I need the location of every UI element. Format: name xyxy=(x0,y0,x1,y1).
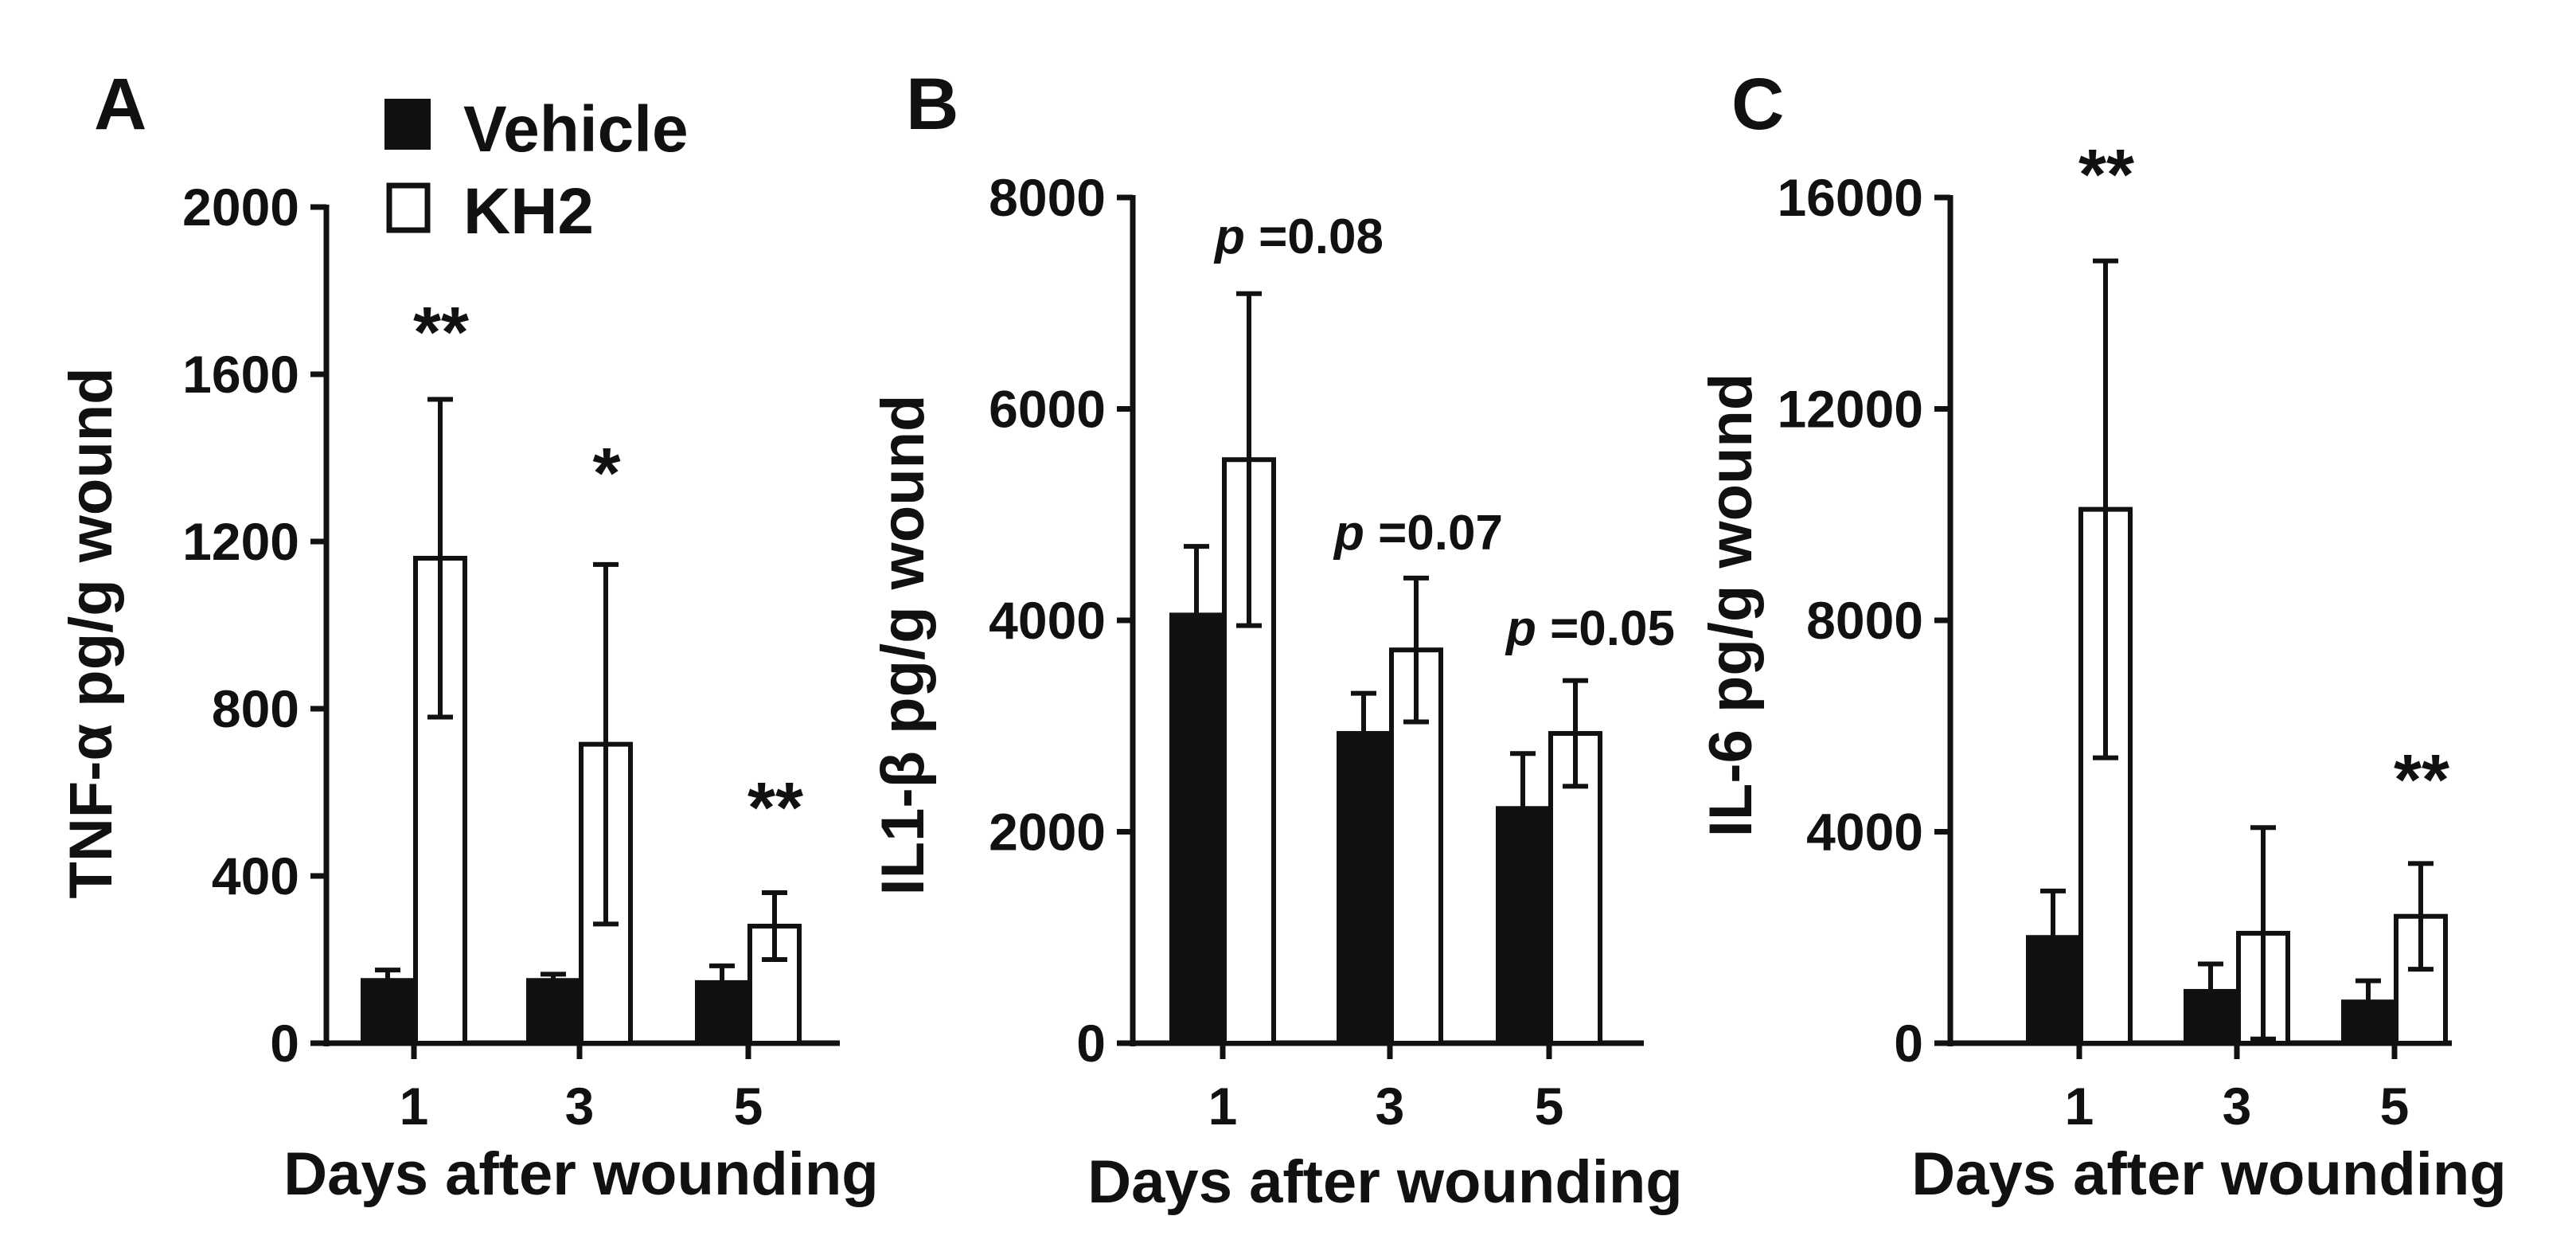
y-axis-label-b: IL1-β pg/g wound xyxy=(869,395,937,896)
panel-letter-c: C xyxy=(1731,64,1784,145)
significance-marker: ** xyxy=(747,768,803,848)
y-tick-label: 16000 xyxy=(1777,168,1923,227)
p-value-annotation: p =0.05 xyxy=(1505,601,1675,656)
significance-marker: ** xyxy=(2078,135,2134,215)
bar-vehicle-3 xyxy=(526,978,580,1046)
legend-swatch-kh2 xyxy=(386,182,431,233)
y-tick-label: 1600 xyxy=(182,345,299,404)
significance-marker: ** xyxy=(2394,741,2449,820)
y-tick-label: 4000 xyxy=(989,591,1106,650)
bar-vehicle-3 xyxy=(1337,731,1391,1046)
y-tick-label: 12000 xyxy=(1777,380,1923,439)
x-tick-label: 1 xyxy=(1208,1077,1238,1136)
x-tick-label: 3 xyxy=(2223,1077,2252,1136)
significance-marker: * xyxy=(592,434,620,514)
x-tick-label: 5 xyxy=(1535,1077,1564,1136)
plot-b: 0 2000 4000 6000 8000 1 3 5 p =0.08 p =0.07p =0.0… xyxy=(989,168,1675,1136)
panel-letter-a: A xyxy=(94,64,146,145)
y-tick-label: 8000 xyxy=(1806,591,1923,650)
x-tick-label: 1 xyxy=(400,1077,429,1136)
panel-b: B 0 2000 4000 6000 8000 1 3 5 p =0.08 p =0.07p =0… xyxy=(869,64,1683,1216)
legend-label-kh2: KH2 xyxy=(463,175,594,248)
y-tick-label: 4000 xyxy=(1806,803,1923,862)
legend-swatch-vehicle xyxy=(384,99,431,150)
y-tick-label: 2000 xyxy=(989,803,1106,862)
y-tick-label: 800 xyxy=(212,679,299,738)
p-value-annotation: p =0.08 xyxy=(1213,209,1384,264)
x-tick-label: 5 xyxy=(2380,1077,2410,1136)
y-tick-label: 8000 xyxy=(989,168,1106,227)
y-tick-label: 0 xyxy=(1894,1014,1923,1073)
x-axis-label-b: Days after wounding xyxy=(1087,1148,1682,1216)
legend-label-vehicle: Vehicle xyxy=(463,93,689,166)
bar-vehicle-5 xyxy=(695,979,749,1046)
x-tick-label: 5 xyxy=(734,1077,763,1136)
y-axis-label-c: IL-6 pg/g wound xyxy=(1697,373,1765,838)
legend: Vehicle KH2 xyxy=(384,93,689,248)
y-tick-label: 400 xyxy=(212,846,299,905)
x-tick-label: 3 xyxy=(1376,1077,1405,1136)
y-tick-label: 0 xyxy=(270,1014,299,1073)
x-axis-label-c: Days after wounding xyxy=(1911,1140,2506,1208)
significance-marker: ** xyxy=(413,293,469,373)
x-tick-label: 3 xyxy=(565,1077,595,1136)
plot-c: 0 4000 8000 12000 16000 1 3 5 ** ** xyxy=(1777,135,2452,1136)
y-tick-label: 2000 xyxy=(182,178,299,237)
panel-letter-b: B xyxy=(906,64,958,145)
x-tick-label: 1 xyxy=(2065,1077,2094,1136)
bar-vehicle-1 xyxy=(1169,612,1224,1046)
x-axis-label-a: Days after wounding xyxy=(283,1140,878,1208)
p-value-annotation: p =0.07 xyxy=(1333,506,1503,561)
y-tick-label: 1200 xyxy=(182,512,299,571)
panel-c: C 0 4000 8000 12000 16000 1 3 5 ** ** IL-6 pg/g w… xyxy=(1697,64,2507,1208)
y-tick-label: 0 xyxy=(1076,1014,1106,1073)
y-axis-label-a: TNF-α pg/g wound xyxy=(57,367,125,898)
y-tick-label: 6000 xyxy=(989,380,1106,439)
